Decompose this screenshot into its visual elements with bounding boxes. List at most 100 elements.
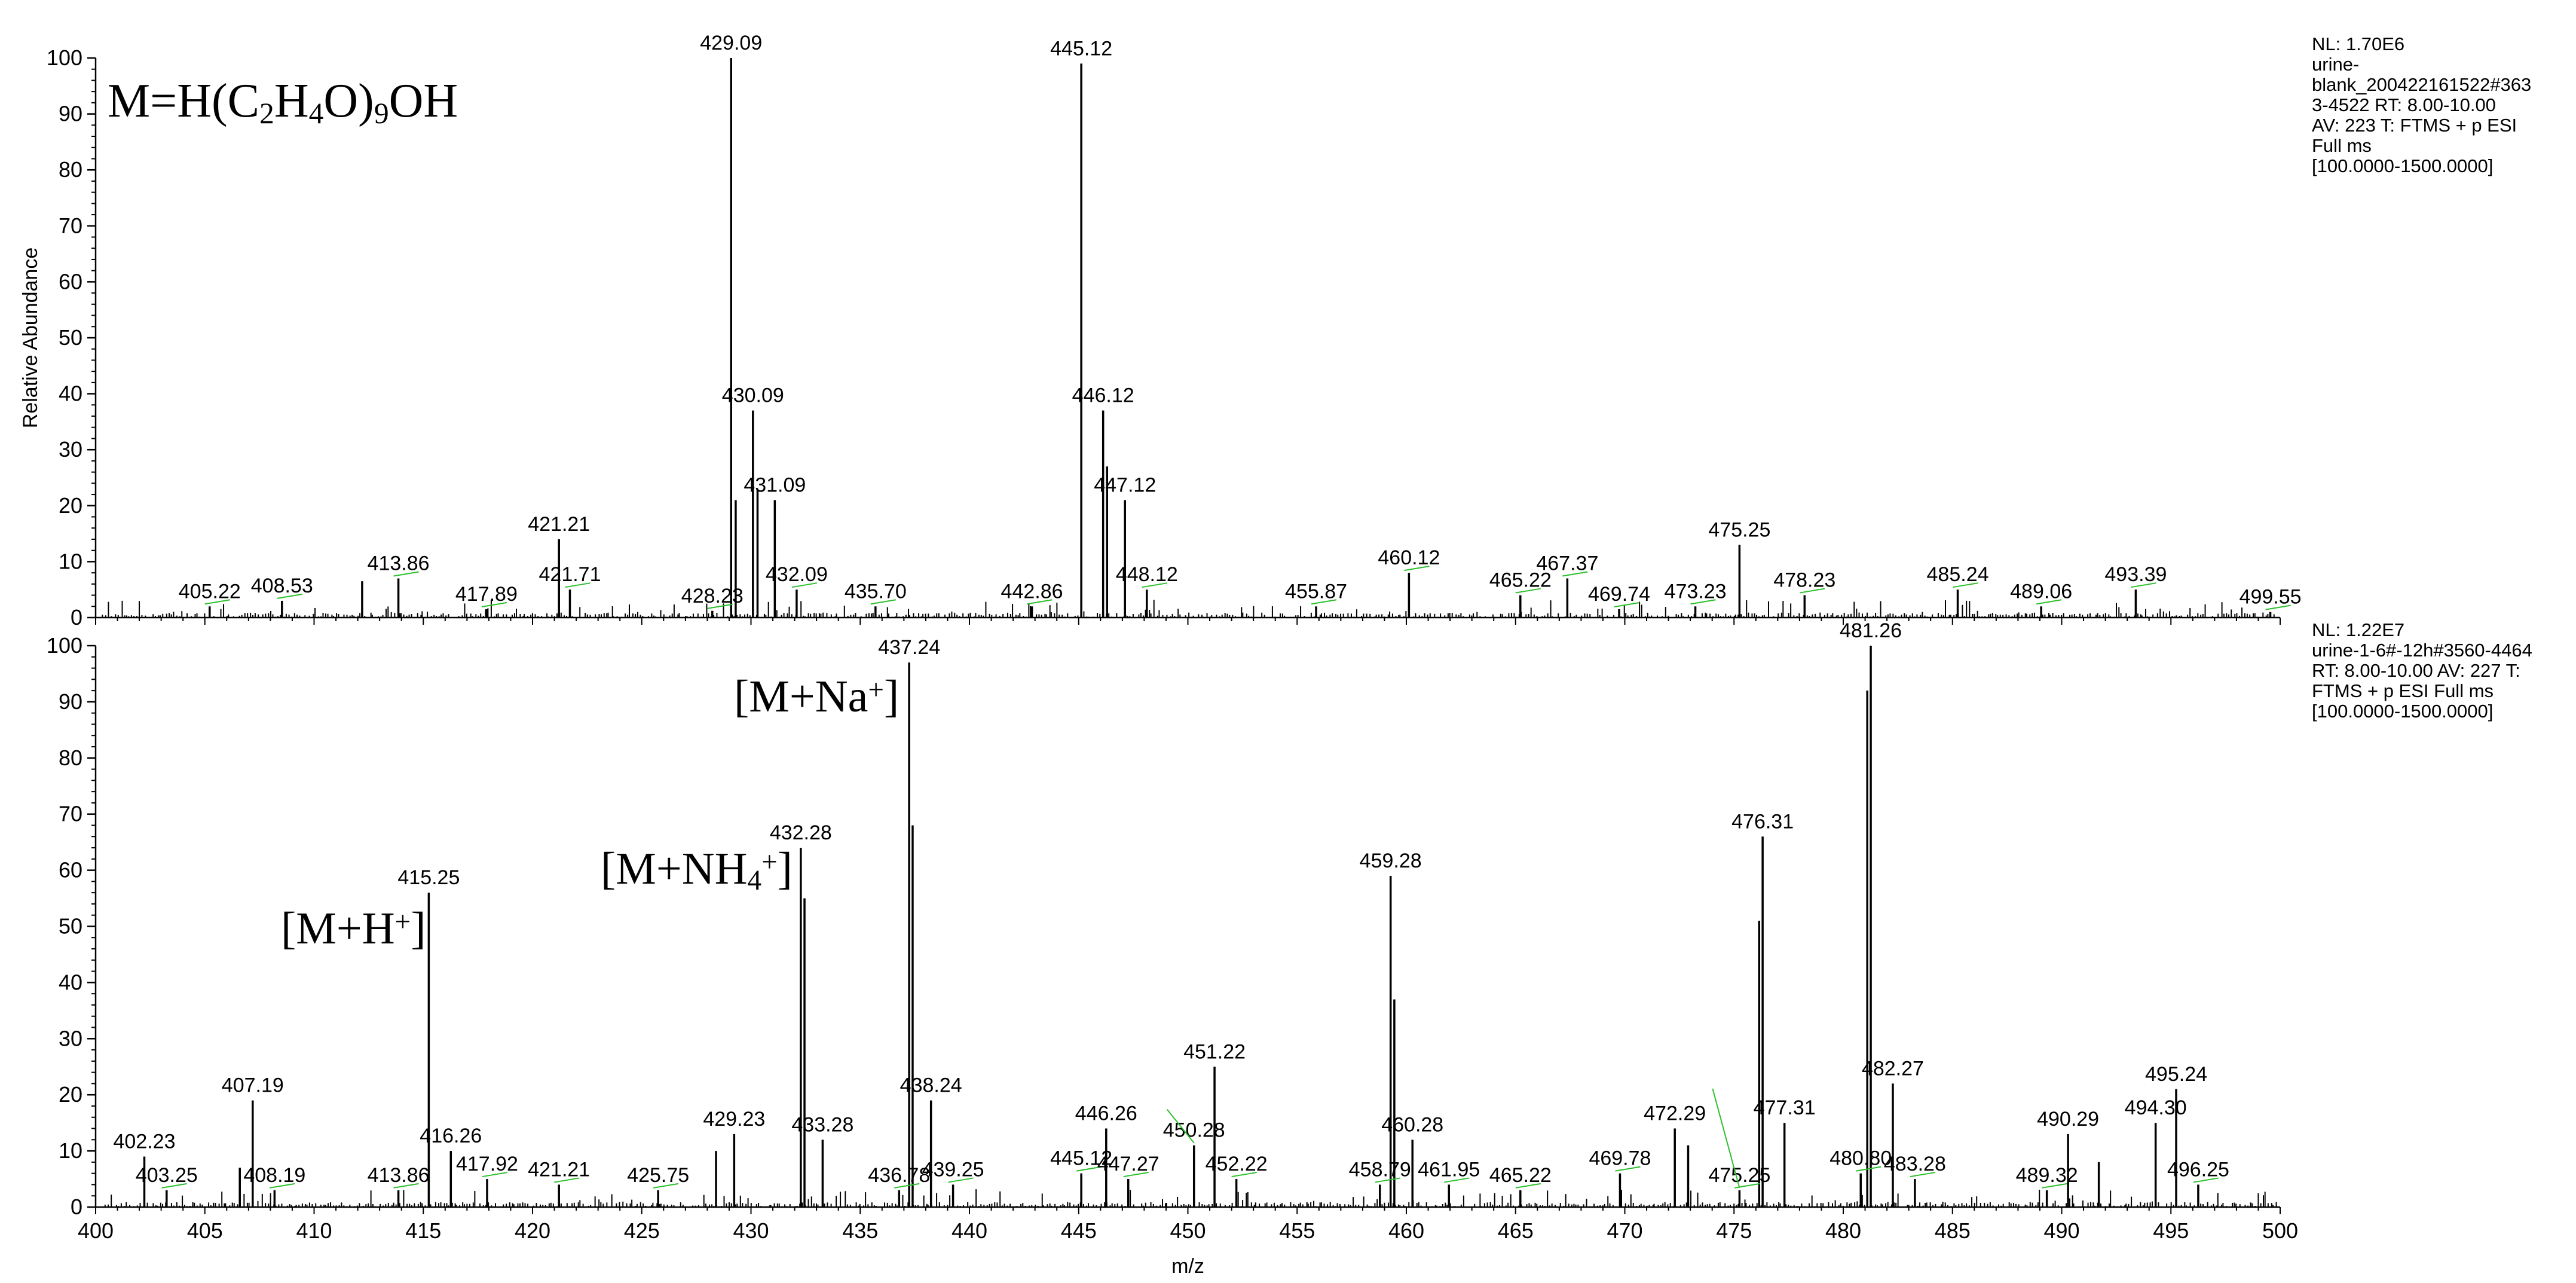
peak-label-connector (393, 1183, 419, 1189)
peak-label-connector (2265, 604, 2291, 610)
peak-label: 483.28 (1884, 1153, 1946, 1175)
adduct-annotation: [M+Na+] (734, 671, 899, 722)
scan-info-text: FTMS + p ESI Full ms (2312, 680, 2494, 701)
peak-label-connector (791, 582, 818, 588)
y-tick-label: 100 (47, 633, 82, 658)
peak-label-connector (270, 1183, 295, 1189)
peak-label-connector (161, 1183, 187, 1189)
y-tick-label: 10 (59, 549, 82, 573)
scan-info-text: Full ms (2312, 135, 2372, 156)
peak-label-connector (894, 1183, 920, 1189)
y-tick-label: 50 (59, 914, 82, 939)
scan-info-text: [100.0000-1500.0000] (2312, 701, 2493, 722)
y-tick-label: 90 (59, 689, 82, 714)
y-tick-label: 100 (47, 45, 82, 70)
peak-label: 408.19 (243, 1164, 305, 1187)
peak-label-connector (1614, 601, 1640, 607)
peak-label: 452.22 (1206, 1153, 1268, 1175)
peak-label: 442.86 (1001, 580, 1063, 603)
peak-label: 445.12 (1050, 1147, 1112, 1170)
peak-label: 493.39 (2104, 563, 2167, 586)
peak-label-connector (870, 599, 896, 605)
adduct-annotation: [M+NH4+] (601, 844, 793, 896)
y-tick-label: 50 (59, 325, 82, 350)
x-tick-label: 440 (952, 1218, 987, 1243)
peak-label-connector (1404, 566, 1430, 572)
y-tick-label: 70 (59, 213, 82, 238)
scan-info-text: NL: 1.70E6 (2312, 33, 2404, 54)
peak-label-connector (277, 593, 302, 599)
peak-label: 481.26 (1840, 619, 1902, 642)
peak-label-connector (1311, 599, 1337, 605)
peak-label: 421.21 (528, 1158, 590, 1181)
scan-info-text: urine-1-6#-12h#3560-4464 (2312, 640, 2532, 661)
peak-label: 482.27 (1862, 1057, 1924, 1080)
peak-label: 407.19 (222, 1074, 284, 1097)
peak-label: 476.31 (1731, 810, 1794, 833)
peak-label-connector (707, 603, 733, 609)
y-tick-label: 40 (59, 381, 82, 406)
peak-label-connector (482, 1172, 508, 1178)
peak-label: 473.23 (1665, 580, 1727, 603)
peak-label-connector (948, 1177, 974, 1183)
adduct-annotation: [M+H+] (281, 903, 426, 954)
peak-label-connector (393, 571, 419, 577)
x-tick-label: 405 (187, 1218, 223, 1243)
scan-info-text: NL: 1.22E7 (2312, 619, 2404, 640)
x-axis-title: m/z (1171, 1255, 1204, 1278)
peak-label: 405.22 (179, 580, 241, 603)
peak-label-connector (1166, 1109, 1195, 1144)
y-tick-label: 60 (59, 858, 82, 882)
y-tick-label: 20 (59, 493, 82, 518)
peak-label: 428.23 (681, 585, 744, 607)
y-tick-label: 90 (59, 102, 82, 126)
peak-label: 458.79 (1349, 1158, 1411, 1181)
peak-label: 421.21 (528, 513, 590, 536)
peak-label: 461.95 (1418, 1158, 1480, 1181)
peak-label: 467.37 (1536, 552, 1598, 575)
peak-label: 480.80 (1829, 1147, 1892, 1170)
scan-info-text: blank_200422161522#363 (2312, 74, 2531, 95)
peak-label: 490.29 (2037, 1108, 2099, 1131)
x-tick-label: 480 (1825, 1218, 1861, 1243)
y-tick-label: 70 (59, 802, 82, 826)
peak-label: 451.22 (1183, 1040, 1246, 1063)
y-tick-label: 10 (59, 1138, 82, 1163)
peak-label: 455.87 (1285, 580, 1347, 603)
peak-label-connector (1515, 1183, 1541, 1189)
peak-label-connector (2036, 599, 2062, 605)
peak-label: 433.28 (791, 1113, 853, 1136)
x-tick-label: 450 (1170, 1218, 1206, 1243)
x-tick-label: 455 (1279, 1218, 1315, 1243)
peak-label: 459.28 (1360, 850, 1422, 872)
scan-info-text: AV: 223 T: FTMS + p ESI (2312, 115, 2517, 136)
peak-label-connector (1123, 1172, 1149, 1178)
peak-label: 478.23 (1773, 569, 1835, 592)
peak-label: 429.23 (703, 1108, 765, 1131)
peak-label: 403.25 (136, 1164, 198, 1187)
x-tick-label: 500 (2262, 1218, 2298, 1243)
peak-label: 445.12 (1050, 37, 1112, 60)
x-tick-label: 475 (1716, 1218, 1752, 1243)
formula-annotation: M=H(C2H4O)9OH (108, 75, 458, 130)
peak-label: 430.09 (722, 384, 784, 407)
peak-label: 438.24 (900, 1074, 962, 1097)
x-tick-label: 410 (296, 1218, 332, 1243)
x-tick-label: 430 (733, 1218, 769, 1243)
peak-label-connector (1444, 1177, 1470, 1183)
peak-label-connector (1910, 1172, 1936, 1178)
peak-label-connector (204, 599, 230, 605)
peak-label: 432.28 (770, 821, 832, 844)
peak-label: 485.24 (1927, 563, 1989, 586)
y-tick-label: 60 (59, 269, 82, 294)
x-tick-label: 420 (515, 1218, 550, 1243)
x-tick-label: 460 (1388, 1218, 1424, 1243)
y-tick-label: 0 (71, 605, 82, 630)
peak-label: 489.06 (2010, 580, 2072, 603)
peak-label: 413.86 (368, 552, 430, 575)
y-tick-label: 30 (59, 1026, 82, 1050)
peak-label-connector (1142, 582, 1167, 588)
peak-label: 477.31 (1754, 1096, 1816, 1119)
